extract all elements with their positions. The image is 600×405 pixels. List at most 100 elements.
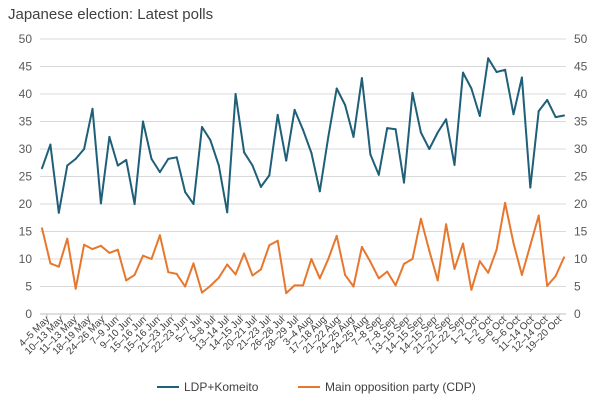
data-point xyxy=(234,273,237,276)
data-point xyxy=(462,242,464,245)
data-point xyxy=(74,287,77,290)
data-point xyxy=(445,223,448,226)
data-point xyxy=(133,273,136,276)
data-point xyxy=(175,156,178,159)
y-tick-label-right: 45 xyxy=(574,60,588,74)
data-point xyxy=(209,284,212,287)
data-point xyxy=(360,77,363,80)
data-point xyxy=(268,244,271,247)
data-point xyxy=(251,274,254,277)
data-point xyxy=(66,237,69,240)
data-point xyxy=(217,164,220,167)
y-tick-label-left: 5 xyxy=(25,280,32,294)
y-tick-label-left: 10 xyxy=(19,252,33,266)
series-line-1 xyxy=(41,57,565,214)
data-point xyxy=(158,234,161,237)
data-point xyxy=(125,279,128,282)
y-tick-label-right: 30 xyxy=(574,142,588,156)
data-point xyxy=(512,113,515,116)
data-point xyxy=(293,108,296,111)
data-point xyxy=(335,87,338,90)
data-point xyxy=(142,254,144,257)
legend-label-2: Main opposition party (CDP) xyxy=(325,380,476,394)
data-point xyxy=(377,277,380,280)
data-point xyxy=(327,135,330,138)
data-point xyxy=(487,57,490,60)
data-point xyxy=(411,91,414,94)
data-point xyxy=(175,272,178,275)
data-point xyxy=(504,68,507,71)
data-point xyxy=(116,164,119,167)
data-point xyxy=(41,167,43,170)
data-point xyxy=(167,157,170,160)
data-point xyxy=(470,288,473,291)
y-tick-label-left: 15 xyxy=(19,225,33,239)
data-point xyxy=(302,284,304,287)
data-point xyxy=(268,174,271,177)
data-point xyxy=(125,159,128,161)
data-point xyxy=(108,251,111,254)
data-point xyxy=(91,248,94,251)
data-point xyxy=(74,157,77,160)
y-tick-label-right: 10 xyxy=(574,252,588,266)
data-point xyxy=(394,128,397,131)
data-point xyxy=(217,276,220,279)
data-point xyxy=(386,127,389,130)
data-point xyxy=(243,151,246,154)
y-tick-label-left: 30 xyxy=(19,142,33,156)
data-point xyxy=(386,270,389,273)
data-point xyxy=(554,116,557,119)
data-point xyxy=(276,113,279,116)
data-point xyxy=(478,115,481,117)
data-point xyxy=(201,291,203,294)
legend-label-1: LDP+Komeito xyxy=(184,380,259,394)
data-point xyxy=(184,285,187,288)
data-point xyxy=(504,201,507,204)
data-point xyxy=(285,159,288,162)
data-point xyxy=(546,99,549,101)
data-point xyxy=(529,244,532,247)
data-point xyxy=(142,120,144,123)
data-point xyxy=(133,203,136,205)
data-point xyxy=(520,76,523,79)
data-point xyxy=(453,163,456,166)
data-point xyxy=(563,256,565,259)
y-tick-label-left: 50 xyxy=(19,32,33,46)
y-tick-label-right: 0 xyxy=(574,307,581,321)
y-tick-label-right: 50 xyxy=(574,32,588,46)
data-point xyxy=(293,284,296,287)
data-point xyxy=(369,153,372,156)
data-point xyxy=(554,275,557,278)
data-point xyxy=(167,271,170,274)
data-point xyxy=(201,126,203,128)
data-point xyxy=(520,273,523,276)
data-point xyxy=(394,284,397,287)
y-tick-label-left: 0 xyxy=(25,307,32,321)
data-point xyxy=(470,87,473,90)
data-point xyxy=(184,190,187,193)
data-point xyxy=(150,157,153,160)
data-point xyxy=(57,211,60,214)
y-tick-label-right: 35 xyxy=(574,115,588,129)
data-point xyxy=(285,292,288,295)
y-tick-label-right: 40 xyxy=(574,87,588,101)
y-tick-label-right: 15 xyxy=(574,225,588,239)
data-point xyxy=(495,71,498,73)
data-point xyxy=(428,148,431,150)
data-point xyxy=(360,245,363,248)
y-tick-label-left: 35 xyxy=(19,115,33,129)
data-point xyxy=(91,107,94,110)
data-point xyxy=(259,268,262,271)
data-point xyxy=(66,164,69,167)
data-point xyxy=(411,258,414,260)
y-tick-label-right: 25 xyxy=(574,170,588,184)
data-point xyxy=(276,239,279,242)
data-point xyxy=(436,279,439,282)
series-line-2 xyxy=(41,201,565,295)
data-point xyxy=(150,258,153,260)
data-point xyxy=(453,267,456,270)
data-point xyxy=(234,93,237,95)
data-point xyxy=(352,285,355,288)
data-point xyxy=(41,227,43,230)
data-point xyxy=(344,273,347,276)
